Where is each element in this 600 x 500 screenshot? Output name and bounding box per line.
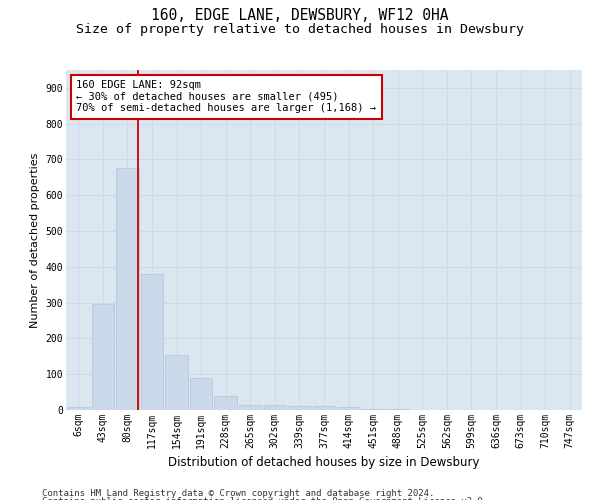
Text: Size of property relative to detached houses in Dewsbury: Size of property relative to detached ho… xyxy=(76,22,524,36)
Bar xyxy=(140,274,163,410)
Bar xyxy=(263,406,286,410)
Bar xyxy=(190,378,212,410)
Bar xyxy=(67,407,89,410)
Text: Contains public sector information licensed under the Open Government Licence v3: Contains public sector information licen… xyxy=(42,497,488,500)
Bar xyxy=(92,304,114,410)
Bar xyxy=(288,406,311,410)
Bar xyxy=(313,406,335,410)
Bar xyxy=(116,168,139,410)
Text: 160 EDGE LANE: 92sqm
← 30% of detached houses are smaller (495)
70% of semi-deta: 160 EDGE LANE: 92sqm ← 30% of detached h… xyxy=(76,80,376,114)
Y-axis label: Number of detached properties: Number of detached properties xyxy=(30,152,40,328)
Bar xyxy=(337,408,360,410)
Bar xyxy=(165,354,188,410)
Text: 160, EDGE LANE, DEWSBURY, WF12 0HA: 160, EDGE LANE, DEWSBURY, WF12 0HA xyxy=(151,8,449,22)
Bar xyxy=(362,408,385,410)
X-axis label: Distribution of detached houses by size in Dewsbury: Distribution of detached houses by size … xyxy=(168,456,480,469)
Bar xyxy=(239,404,262,410)
Bar xyxy=(214,396,237,410)
Text: Contains HM Land Registry data © Crown copyright and database right 2024.: Contains HM Land Registry data © Crown c… xyxy=(42,488,434,498)
